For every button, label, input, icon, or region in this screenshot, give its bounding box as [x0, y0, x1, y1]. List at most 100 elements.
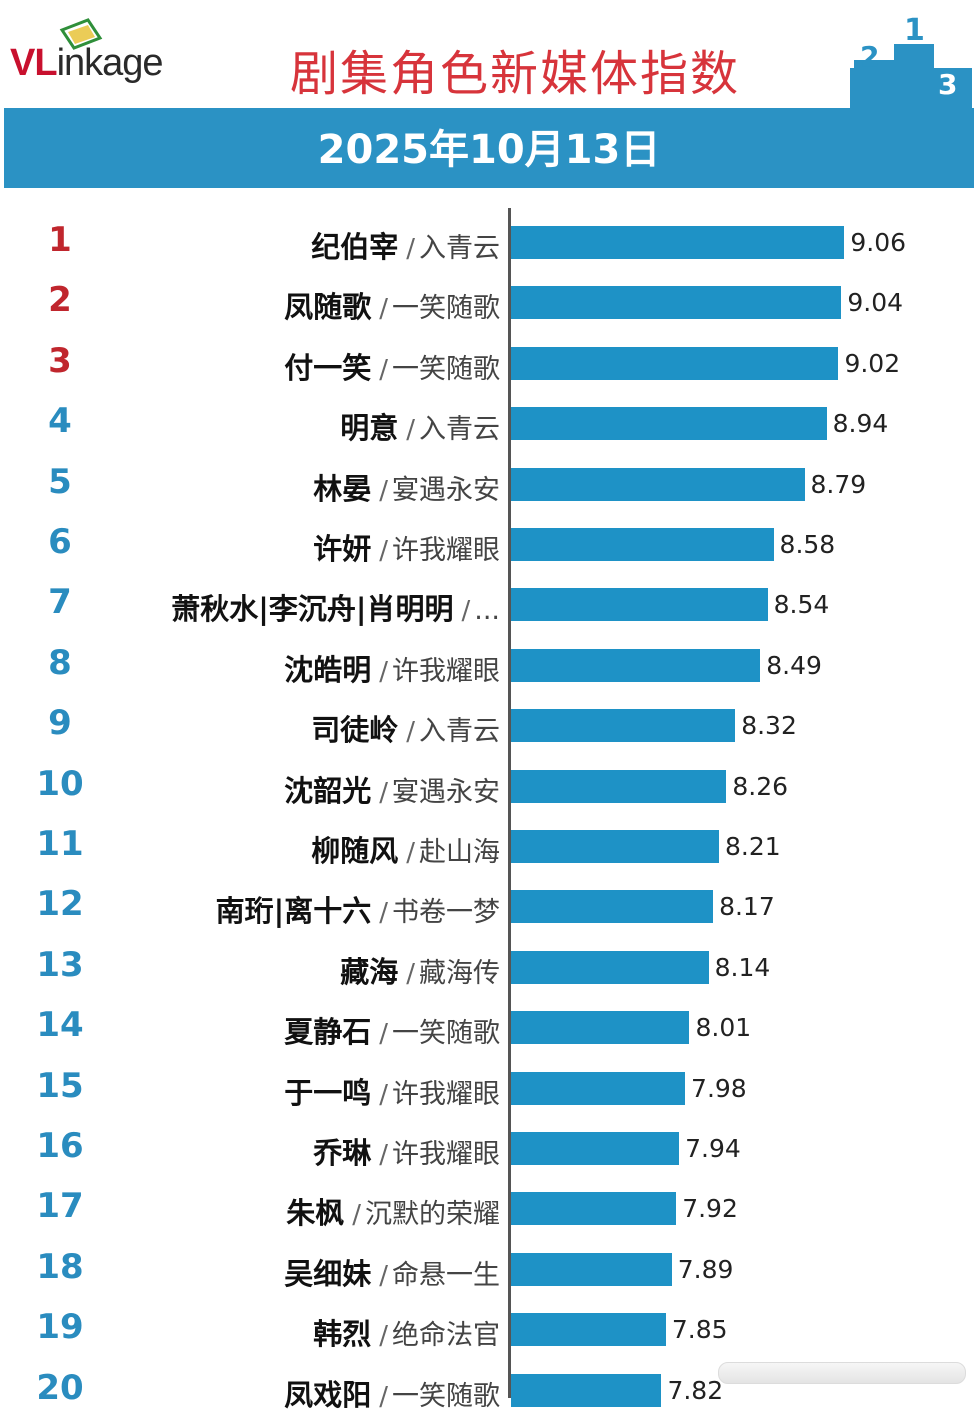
separator: /	[406, 717, 415, 748]
separator: /	[352, 1200, 361, 1231]
scrollbar-thumb[interactable]	[718, 1362, 966, 1384]
separator: /	[379, 898, 388, 929]
show-name: 许我耀眼	[392, 1078, 500, 1110]
chart-row: 7 萧秋水|李沉舟|肖明明 /... 8.54	[0, 574, 974, 634]
rank-number: 17	[36, 1186, 84, 1227]
rank-number: 4	[48, 401, 72, 442]
character-name: 藏海	[340, 954, 399, 989]
chart-row: 6 许妍 / 许我耀眼 8.58	[0, 514, 974, 574]
show-name: 许我耀眼	[392, 1139, 500, 1170]
bar-value-label: 8.01	[695, 1013, 752, 1043]
bar	[511, 226, 845, 259]
rank-number: 13	[36, 944, 84, 985]
category-label: 韩烈 / 绝命法官	[313, 1311, 500, 1353]
separator: /	[379, 294, 388, 325]
show-name: 命悬一生	[392, 1259, 500, 1291]
bar	[511, 528, 774, 561]
chart-row: 2 凤随歌 / 一笑随歌 9.04	[0, 272, 974, 332]
separator: /	[406, 234, 415, 264]
show-name: 许我耀眼	[392, 655, 500, 687]
separator: /	[379, 536, 388, 566]
category-label: 萧秋水|李沉舟|肖明明 /...	[171, 586, 500, 628]
rank-number: 1	[48, 220, 72, 260]
bar	[511, 950, 709, 984]
category-label: 沈皓明 / 许我耀眼	[284, 647, 500, 689]
bar	[511, 1252, 672, 1286]
category-label: 柳随风 / 赴山海	[311, 828, 500, 870]
show-name: 沉默的荣耀	[365, 1199, 500, 1231]
show-name: 一笑随歌	[392, 1018, 500, 1050]
chart-row: 15 于一鸣 / 许我耀眼 7.98	[0, 1058, 974, 1118]
show-name: 入青云	[419, 414, 500, 446]
chart-row: 19 韩烈 / 绝命法官 7.85	[0, 1299, 974, 1359]
separator: /	[406, 958, 415, 989]
chart-row: 13 藏海 / 藏海传 8.14	[0, 937, 974, 997]
rank-number: 8	[48, 642, 72, 683]
character-name: 吴细妹	[284, 1256, 372, 1291]
separator: /	[379, 1019, 388, 1050]
separator: /	[406, 415, 415, 446]
show-name: 藏海传	[419, 957, 500, 989]
separator: /	[379, 475, 388, 506]
bar-value-label: 7.82	[667, 1375, 724, 1405]
rank-number: 6	[48, 522, 72, 562]
bar	[511, 769, 727, 803]
separator: /	[379, 777, 388, 808]
rank-number: 15	[36, 1065, 84, 1106]
character-name: 凤随歌	[284, 290, 372, 325]
separator: /	[379, 656, 388, 687]
svg-text:2: 2	[860, 40, 879, 73]
chart-row: 4 明意 / 入青云 8.94	[0, 393, 974, 453]
bar-value-label: 7.92	[682, 1194, 738, 1224]
bar	[511, 648, 761, 682]
category-label: 夏静石 / 一笑随歌	[284, 1009, 500, 1051]
bar-value-label: 8.49	[766, 650, 822, 680]
rank-number: 16	[36, 1126, 84, 1166]
character-name: 林晏	[313, 471, 372, 506]
bar	[511, 346, 839, 380]
category-label: 于一鸣 / 许我耀眼	[284, 1070, 500, 1112]
chart-title: 剧集角色新媒体指数	[290, 46, 741, 102]
bar-value-label: 9.04	[847, 288, 904, 318]
bar-value-label: 8.79	[810, 469, 867, 499]
character-name: 沈皓明	[284, 652, 372, 687]
date-banner: 2025年10月13日	[4, 108, 974, 188]
bar-value-label: 7.98	[691, 1073, 747, 1103]
rank-number: 11	[36, 824, 84, 864]
bar	[511, 1132, 680, 1165]
logo-suffix: inkage	[56, 42, 164, 84]
bar	[511, 1373, 662, 1407]
rank-number: 10	[36, 763, 84, 804]
svg-text:1: 1	[904, 13, 925, 48]
rank-number: 3	[48, 340, 72, 381]
character-name: 韩烈	[313, 1317, 372, 1352]
bar	[511, 1313, 666, 1347]
rank-number: 2	[48, 280, 72, 321]
chart-row: 5 林晏 / 宴遇永安 8.79	[0, 454, 974, 514]
show-name: 入青云	[419, 233, 500, 264]
category-label: 纪伯宰 / 入青云	[311, 224, 500, 266]
chart-row: 10 沈韶光 / 宴遇永安 8.26	[0, 756, 974, 816]
character-name: 夏静石	[284, 1015, 372, 1050]
character-name: 纪伯宰	[311, 230, 399, 264]
category-label: 藏海 / 藏海传	[340, 949, 500, 991]
character-name: 朱枫	[286, 1196, 345, 1231]
character-name: 于一鸣	[284, 1075, 372, 1110]
rank-number: 5	[48, 461, 72, 502]
bar	[511, 407, 827, 441]
bar	[511, 830, 719, 863]
character-name: 付一笑	[284, 350, 372, 385]
category-label: 凤随歌 / 一笑随歌	[284, 284, 500, 326]
logo-prefix: VL	[10, 42, 58, 84]
chart-row: 17 朱枫 / 沉默的荣耀 7.92	[0, 1178, 974, 1238]
bar	[511, 890, 714, 924]
y-axis-line	[508, 208, 511, 1398]
character-name: 许妍	[313, 532, 372, 566]
show-name: 许我耀眼	[392, 535, 500, 566]
svg-text:3: 3	[938, 68, 957, 101]
vlinkage-logo: VLinkage	[10, 42, 164, 85]
chart-row: 3 付一笑 / 一笑随歌 9.02	[0, 333, 974, 393]
separator: /	[379, 1140, 388, 1170]
character-name: 南珩|离十六	[215, 894, 372, 929]
